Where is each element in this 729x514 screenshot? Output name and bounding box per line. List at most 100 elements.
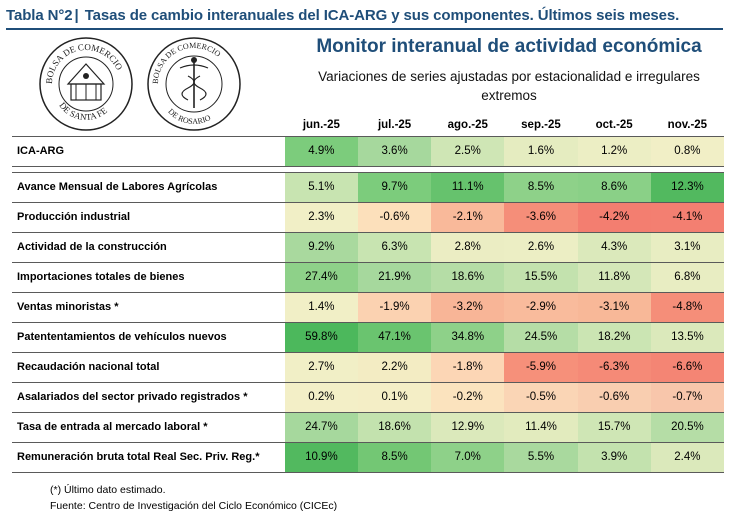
value-cell: 2.7% xyxy=(284,352,358,383)
spacer-cell xyxy=(12,166,724,173)
monitor-subtitle: Variaciones de series ajustadas por esta… xyxy=(290,67,728,105)
table-row: Importaciones totales de bienes 27.4% 21… xyxy=(12,262,724,293)
row-label: Asalariados del sector privado registrad… xyxy=(12,382,285,413)
value-cell: 5.5% xyxy=(504,442,578,473)
value-cell: 8.6% xyxy=(577,172,651,203)
row-label: Importaciones totales de bienes xyxy=(12,262,285,293)
table-body: ICA-ARG 4.9% 3.6% 2.5% 1.6% 1.2% 0.8% Av… xyxy=(12,136,724,473)
value-cell: -0.2% xyxy=(431,382,505,413)
table-title-bar: Tabla N°2 | Tasas de cambio interanuales … xyxy=(6,4,723,30)
value-cell: 13.5% xyxy=(650,322,724,353)
value-cell: 59.8% xyxy=(284,322,358,353)
value-cell: -4.1% xyxy=(650,202,724,233)
column-header: nov.-25 xyxy=(650,114,724,137)
table-title: Tasas de cambio interanuales del ICA-ARG… xyxy=(84,7,680,24)
value-cell: 47.1% xyxy=(357,322,432,353)
value-cell: 8.5% xyxy=(357,442,432,473)
source-footnote: Fuente: Centro de Investigación del Cicl… xyxy=(50,500,338,512)
column-header: jul.-25 xyxy=(357,114,432,137)
table-row: Tasa de entrada al mercado laboral * 24.… xyxy=(12,412,724,443)
table-header-row: jun.-25 jul.-25 ago.-25 sep.-25 oct.-25 … xyxy=(12,114,724,137)
table-number: Tabla N°2 xyxy=(6,7,73,24)
value-cell: -2.9% xyxy=(504,292,578,323)
row-label: Patententamientos de vehículos nuevos xyxy=(12,322,285,353)
value-cell: -6.6% xyxy=(650,352,724,383)
value-cell: 8.5% xyxy=(504,172,578,203)
value-cell: 24.5% xyxy=(504,322,578,353)
value-cell: 2.8% xyxy=(431,232,505,263)
value-cell: 2.3% xyxy=(284,202,358,233)
value-cell: -4.2% xyxy=(577,202,651,233)
value-cell: 7.0% xyxy=(431,442,505,473)
row-label: Remuneración bruta total Real Sec. Priv.… xyxy=(12,442,285,473)
value-cell: 24.7% xyxy=(284,412,358,443)
value-cell: -1.9% xyxy=(357,292,432,323)
value-cell: -3.1% xyxy=(577,292,651,323)
table-row: Ventas minoristas * 1.4% -1.9% -3.2% -2.… xyxy=(12,292,724,323)
column-header: jun.-25 xyxy=(284,114,358,137)
value-cell: 1.4% xyxy=(284,292,358,323)
value-cell: 2.4% xyxy=(650,442,724,473)
value-cell: 20.5% xyxy=(650,412,724,443)
value-cell: 3.9% xyxy=(577,442,651,473)
value-cell: 4.3% xyxy=(577,232,651,263)
table-row: Actividad de la construcción 9.2% 6.3% 2… xyxy=(12,232,724,263)
table-row: Producción industrial 2.3% -0.6% -2.1% -… xyxy=(12,202,724,233)
monitor-subtitle-line1: Variaciones de series ajustadas por esta… xyxy=(318,69,700,84)
value-cell: 6.8% xyxy=(650,262,724,293)
value-cell: 9.2% xyxy=(284,232,358,263)
value-cell: 2.5% xyxy=(431,136,505,167)
row-label: Ventas minoristas * xyxy=(12,292,285,323)
value-cell: 11.4% xyxy=(504,412,578,443)
value-cell: -1.8% xyxy=(431,352,505,383)
column-header: oct.-25 xyxy=(577,114,651,137)
value-cell: 0.2% xyxy=(284,382,358,413)
value-cell: 15.5% xyxy=(504,262,578,293)
header-corner xyxy=(12,114,285,137)
value-cell: -3.2% xyxy=(431,292,505,323)
monitor-title: Monitor interanual de actividad económic… xyxy=(316,36,702,57)
row-label: ICA-ARG xyxy=(12,136,285,167)
value-cell: 1.2% xyxy=(577,136,651,167)
table-row: Avance Mensual de Labores Agrícolas 5.1%… xyxy=(12,172,724,203)
value-cell: -0.6% xyxy=(577,382,651,413)
value-cell: 21.9% xyxy=(357,262,432,293)
value-cell: -2.1% xyxy=(431,202,505,233)
value-cell: 11.8% xyxy=(577,262,651,293)
value-cell: 18.6% xyxy=(357,412,432,443)
value-cell: 2.6% xyxy=(504,232,578,263)
table-row: Patententamientos de vehículos nuevos 59… xyxy=(12,322,724,353)
value-cell: -0.6% xyxy=(357,202,432,233)
column-header: sep.-25 xyxy=(504,114,578,137)
value-cell: 5.1% xyxy=(284,172,358,203)
value-cell: 18.2% xyxy=(577,322,651,353)
value-cell: -4.8% xyxy=(650,292,724,323)
value-cell: 3.1% xyxy=(650,232,724,263)
table-row: Recaudación nacional total 2.7% 2.2% -1.… xyxy=(12,352,724,383)
table-spacer xyxy=(12,166,724,173)
value-cell: 34.8% xyxy=(431,322,505,353)
value-cell: -6.3% xyxy=(577,352,651,383)
footnotes: (*) Último dato estimado. Fuente: Centro… xyxy=(50,482,337,514)
table-row: ICA-ARG 4.9% 3.6% 2.5% 1.6% 1.2% 0.8% xyxy=(12,136,724,167)
value-cell: 9.7% xyxy=(357,172,432,203)
value-cell: -5.9% xyxy=(504,352,578,383)
title-separator: | xyxy=(74,7,79,24)
value-cell: 18.6% xyxy=(431,262,505,293)
santa-fe-seal-logo: BOLSA DE COMERCIO DE SANTA FE xyxy=(39,37,133,131)
value-cell: 1.6% xyxy=(504,136,578,167)
table-row: Remuneración bruta total Real Sec. Priv.… xyxy=(12,442,724,473)
indicators-table: jun.-25 jul.-25 ago.-25 sep.-25 oct.-25 … xyxy=(12,114,724,473)
column-header: ago.-25 xyxy=(431,114,505,137)
value-cell: -0.5% xyxy=(504,382,578,413)
value-cell: 4.9% xyxy=(284,136,358,167)
value-cell: -0.7% xyxy=(650,382,724,413)
value-cell: 12.3% xyxy=(650,172,724,203)
value-cell: 6.3% xyxy=(357,232,432,263)
table-row: Asalariados del sector privado registrad… xyxy=(12,382,724,413)
row-label: Tasa de entrada al mercado laboral * xyxy=(12,412,285,443)
value-cell: 27.4% xyxy=(284,262,358,293)
value-cell: 11.1% xyxy=(431,172,505,203)
estimated-footnote: (*) Último dato estimado. xyxy=(50,484,166,496)
row-label: Recaudación nacional total xyxy=(12,352,285,383)
